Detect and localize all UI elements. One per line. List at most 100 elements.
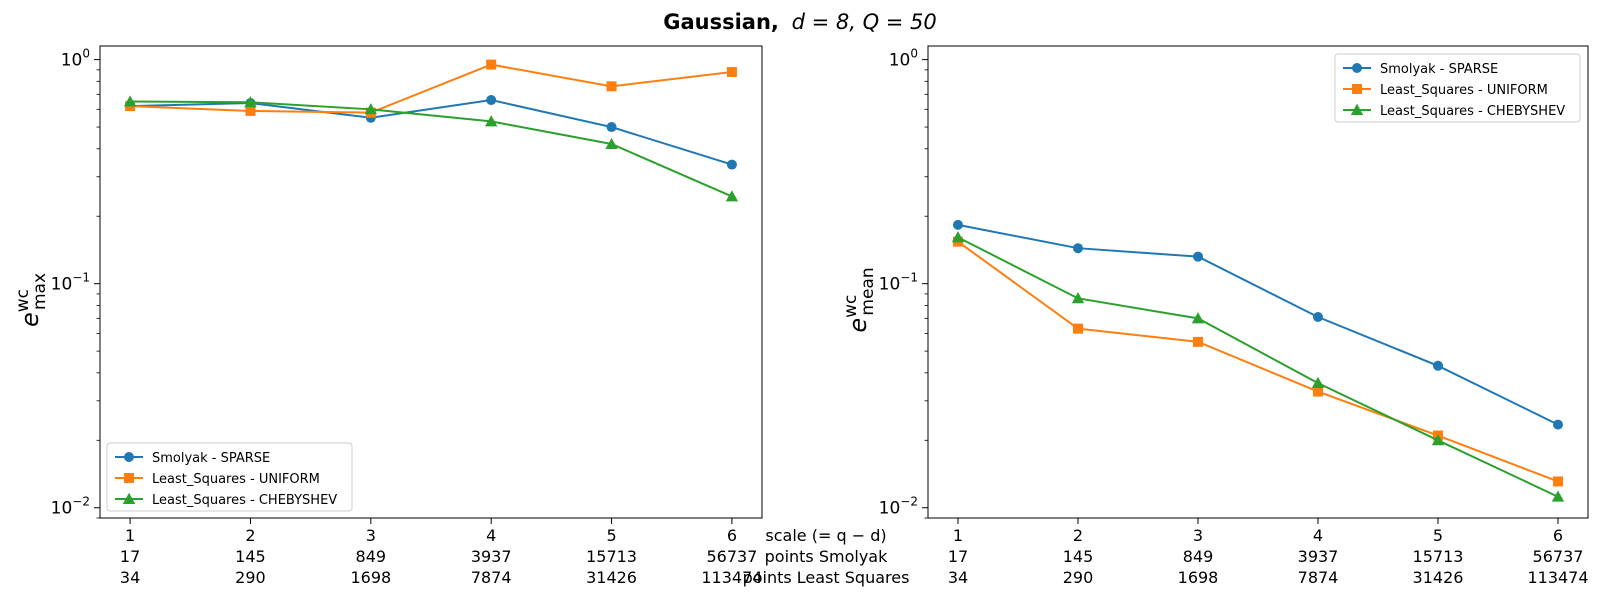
left-line-smolyak-sparse <box>130 99 733 166</box>
right-legend-marker-least-squares-uniform <box>1352 84 1362 94</box>
right-point-smolyak-sparse <box>1193 251 1203 262</box>
right-line-least-squares-uniform <box>957 240 1559 483</box>
left-point-least-squares-chebyshev <box>364 103 378 115</box>
left-x-tick-label: 2 <box>245 526 255 545</box>
left-x-tick-label: 145 <box>235 547 266 566</box>
left-point-least-squares-uniform <box>606 81 617 92</box>
right-x-tick-label: 17 <box>948 547 968 566</box>
left-point-smolyak-sparse <box>486 95 497 106</box>
right-x-tick-label: 15713 <box>1413 547 1464 566</box>
left-point-least-squares-chebyshev <box>484 115 498 127</box>
right-y-tick-label: 10−2 <box>879 495 918 519</box>
right-x-tick-label: 6 <box>1553 526 1563 545</box>
left-legend: Smolyak - SPARSE Least_Squares - UNIFORM L… <box>106 442 353 512</box>
right-point-least-squares-uniform <box>1313 386 1323 397</box>
right-point-least-squares-uniform <box>1073 323 1083 334</box>
right-axes-frame <box>927 45 1589 519</box>
left-x-tick-label: 5 <box>606 526 616 545</box>
left-y-tick-label: 100 <box>61 47 90 71</box>
right-x-tick-label: 5 <box>1433 526 1443 545</box>
left-x-tick-label: 1 <box>125 526 135 545</box>
right-x-tick-label: 849 <box>1183 547 1214 566</box>
right-x-tick-label: 3937 <box>1298 547 1339 566</box>
left-point-least-squares-chebyshev <box>725 190 739 202</box>
right-y-axis-label-base: e <box>844 318 872 333</box>
left-legend-marker-least-squares-chebyshev <box>122 492 136 504</box>
right-x-tick-label: 31426 <box>1413 568 1464 587</box>
left-x-tick-label: 3 <box>366 526 376 545</box>
figure-title: Gaussian, d = 8, Q = 50 <box>663 10 937 34</box>
right-x-tick-label: 1698 <box>1178 568 1219 587</box>
left-x-tick-label: 31426 <box>586 568 637 587</box>
left-point-least-squares-uniform <box>726 67 737 78</box>
right-point-smolyak-sparse <box>1073 243 1083 254</box>
right-line-smolyak-sparse <box>957 223 1559 426</box>
right-x-tick-label: 56737 <box>1533 547 1584 566</box>
left-y-tick-base: 10 <box>61 51 83 71</box>
left-y-axis-label-base: e <box>16 312 44 327</box>
right-point-least-squares-chebyshev <box>1551 490 1565 502</box>
left-legend-marker-least-squares-uniform <box>124 473 134 483</box>
left-y-tick-base: 10 <box>51 499 73 519</box>
right-x-tick-label: 1 <box>953 526 963 545</box>
right-x-tick-label: 113474 <box>1527 568 1588 587</box>
right-x-tick-label: 3 <box>1193 526 1203 545</box>
right-x-tick-label: 290 <box>1063 568 1094 587</box>
right-x-tick-label: 34 <box>948 568 968 587</box>
left-y-tick-exponent: −2 <box>72 495 90 509</box>
right-legend-label-smolyak-sparse: Smolyak - SPARSE <box>1380 62 1498 77</box>
right-point-least-squares-uniform <box>1193 336 1203 347</box>
right-legend-marker-least-squares-chebyshev <box>1350 103 1364 115</box>
right-legend-label-least-squares-uniform: Least_Squares - UNIFORM <box>1380 83 1548 98</box>
left-y-tick-exponent: 0 <box>82 47 90 61</box>
right-line-least-squares-chebyshev <box>957 236 1559 498</box>
right-legend-box <box>1334 53 1581 123</box>
left-point-least-squares-chebyshev <box>123 95 137 107</box>
right-point-least-squares-chebyshev <box>1191 312 1205 324</box>
right-y-tick-label: 10−1 <box>879 271 918 295</box>
right-point-least-squares-chebyshev <box>1311 376 1325 389</box>
left-legend-marker-smolyak-sparse <box>124 452 134 462</box>
figure-title-bold: Gaussian, <box>663 10 779 34</box>
left-x-tick-label: 6 <box>727 526 737 545</box>
left-x-tick-label: 4 <box>486 526 496 545</box>
left-x-tick-label: 7874 <box>471 568 512 587</box>
x-axis-label-points-least-squares: points Least Squares <box>743 568 910 587</box>
left-y-tick-label: 10−1 <box>51 271 90 295</box>
right-legend-marker-smolyak-sparse <box>1352 63 1362 73</box>
left-point-least-squares-chebyshev <box>244 96 257 108</box>
left-y-axis-label: ewcmax <box>13 273 50 327</box>
left-line-least-squares-chebyshev <box>130 100 733 198</box>
right-point-smolyak-sparse <box>1313 312 1323 323</box>
x-axis-label-points-smolyak: points Smolyak <box>765 547 888 566</box>
left-x-tick-label: 849 <box>356 547 387 566</box>
left-point-least-squares-uniform <box>486 59 497 70</box>
left-y-tick-label: 10−2 <box>51 495 90 519</box>
left-line-least-squares-uniform <box>130 63 733 114</box>
right-point-smolyak-sparse <box>953 219 963 230</box>
left-legend-label-least-squares-chebyshev: Least_Squares - CHEBYSHEV <box>152 493 337 508</box>
right-point-least-squares-chebyshev <box>1071 292 1085 304</box>
right-y-tick-exponent: −1 <box>900 271 918 285</box>
left-axes-frame <box>99 45 763 519</box>
right-legend: Smolyak - SPARSE Least_Squares - UNIFORM L… <box>1334 53 1581 123</box>
figure-title-math: d = 8, Q = 50 <box>792 10 937 34</box>
left-x-tick-label: 15713 <box>586 547 637 566</box>
left-y-axis-label-sup: wc <box>13 289 33 312</box>
right-y-tick-base: 10 <box>889 51 911 71</box>
right-chart-mean-error: 10010−110−211734214529038491698439377874… <box>841 45 1589 587</box>
right-y-tick-exponent: −2 <box>900 495 918 509</box>
left-chart-max-error: 10010−110−211734214529038491698439377874… <box>13 45 763 587</box>
left-x-tick-label: 113474 <box>701 568 762 587</box>
left-x-tick-label: 290 <box>235 568 266 587</box>
left-y-tick-exponent: −1 <box>72 271 90 285</box>
left-point-least-squares-uniform <box>245 105 256 116</box>
left-y-axis-label-sub: max <box>30 273 50 310</box>
x-axis-label-scale: scale (= q − d) <box>765 526 886 545</box>
right-x-tick-label: 4 <box>1313 526 1323 545</box>
right-y-tick-base: 10 <box>879 275 901 295</box>
left-x-tick-label: 17 <box>120 547 140 566</box>
right-y-axis-label-sub: mean <box>858 267 878 315</box>
right-y-tick-exponent: 0 <box>910 47 918 61</box>
right-x-tick-label: 145 <box>1063 547 1094 566</box>
